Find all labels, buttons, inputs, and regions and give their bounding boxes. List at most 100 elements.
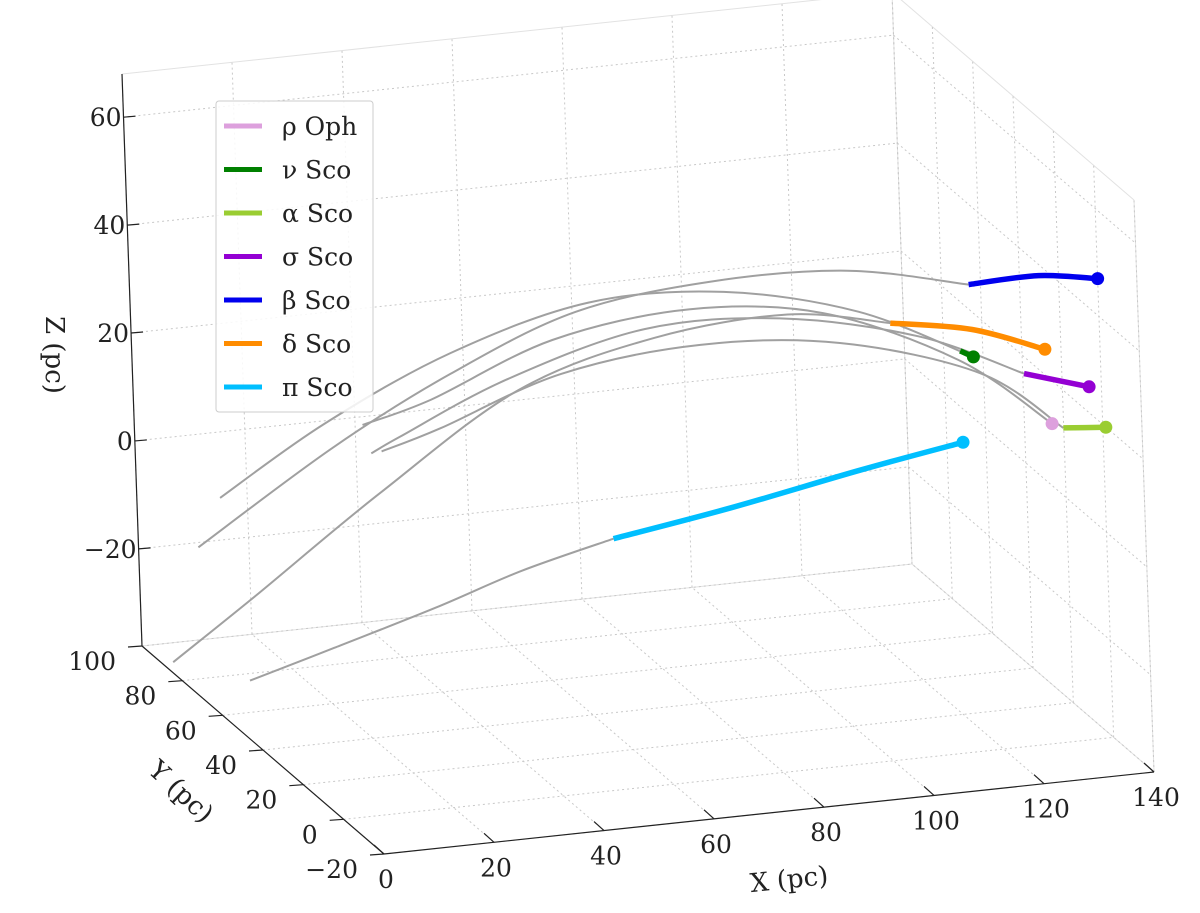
grid-line-z-back (134, 358, 905, 442)
y-tick-mark (127, 645, 143, 648)
x-tick-label: 140 (1132, 783, 1180, 812)
trajectory-track (197, 269, 969, 549)
legend-label: α Sco (282, 199, 353, 228)
z-axis-label: Z (pc) (39, 316, 69, 394)
y-tick-mark (329, 818, 344, 821)
y-tick-label: −20 (305, 855, 358, 884)
grid-line-y-side (891, 0, 913, 565)
grid-line-y-floor (343, 736, 1114, 820)
x-axis-label: X (pc) (749, 861, 830, 899)
tick-labels: 0 20 40 60 80 100 120 140 −20 0 20 40 60 80 100 −20 0 20 4… (68, 103, 1180, 894)
grid-line-z-back (127, 142, 898, 226)
current-position-marker (966, 350, 980, 364)
x-tick-label: 80 (810, 818, 842, 847)
x-tick-mark (923, 785, 935, 796)
trajectory-track (362, 305, 1053, 426)
x-tick-mark (593, 821, 605, 832)
grid-line-x-floor (581, 598, 825, 808)
legend-label: δ Sco (282, 330, 351, 359)
current-position-marker (1091, 272, 1105, 286)
trajectory-track (219, 290, 974, 499)
grid-line-y-side (1052, 130, 1074, 703)
x-tick-mark (703, 809, 715, 820)
y-tick-label: 60 (165, 716, 197, 745)
z-tick-label: 0 (117, 427, 133, 456)
grid-line-y-side (972, 61, 994, 634)
y-tick-mark (369, 853, 385, 856)
series-highlight (612, 439, 964, 542)
x-tick-label: 60 (700, 830, 732, 859)
grid-line-y-side (1093, 165, 1115, 738)
axis-lines (121, 73, 1155, 856)
trajectory-track (249, 537, 614, 682)
grid-line-y-side (1012, 95, 1034, 669)
z-tick-mark (134, 439, 147, 442)
pane-edge (121, 0, 822, 75)
grid-line-y-floor (303, 702, 1074, 786)
grid-line-y-floor (222, 632, 993, 716)
legend-label: ν Sco (282, 156, 351, 185)
y-tick-label: 100 (68, 647, 116, 676)
z-tick-label: 60 (90, 103, 122, 132)
current-position-marker (1099, 420, 1113, 434)
grid-line-x-back (781, 3, 803, 576)
y-tick-label: 80 (125, 682, 157, 711)
grid-line-x-floor (691, 587, 935, 796)
x-tick-mark (1033, 774, 1045, 785)
grid-line-x-floor (801, 575, 1045, 785)
grid-line-x-back (671, 15, 693, 588)
x-tick-label: 40 (590, 842, 622, 871)
z-tick-label: 40 (93, 211, 125, 240)
series-highlight (968, 272, 1098, 288)
grid-line-z-back (123, 34, 894, 118)
y-tick-mark (208, 714, 223, 717)
x-tick-mark (483, 832, 495, 843)
trajectory-track (381, 339, 1064, 453)
grid-line-y-floor (262, 667, 1034, 751)
series-highlight (890, 320, 1046, 352)
x-tick-label: 0 (378, 865, 394, 894)
legend-label: π Sco (282, 373, 353, 402)
x-tick-mark (1143, 762, 1155, 773)
y-tick-mark (168, 680, 183, 683)
x-tick-label: 120 (1022, 795, 1070, 824)
y-tick-label: 40 (205, 751, 237, 780)
x-tick-label: 100 (912, 806, 960, 835)
z-axis-line (121, 73, 143, 647)
y-tick-label: 20 (246, 786, 278, 815)
legend-label: σ Sco (282, 243, 353, 272)
grid-line-z-back (138, 466, 909, 550)
pane-edge (900, 0, 1135, 201)
current-position-marker (956, 435, 970, 449)
x-tick-mark (373, 844, 385, 855)
legend: ρ Oph ν Sco α Sco σ Sco β Sco δ Sco π Sco (215, 100, 374, 413)
current-position-markers (956, 272, 1113, 449)
grid-line-y-floor (182, 598, 953, 682)
x-axis-line (383, 771, 1155, 855)
trajectory-track (172, 313, 891, 663)
z-tick-mark (127, 223, 140, 226)
grid-line-z-side (893, 34, 1136, 244)
legend-label: ρ Oph (282, 112, 357, 141)
y-tick-label: 0 (302, 820, 318, 849)
z-tick-label: −20 (84, 535, 137, 564)
trajectory-tracks (172, 269, 1064, 682)
grid-line-y-floor (141, 563, 913, 647)
legend-label: β Sco (282, 286, 351, 315)
y-tick-mark (248, 749, 264, 752)
z-tick-mark (138, 547, 151, 550)
z-tick-mark (131, 331, 144, 334)
grid-line-y-side (1133, 199, 1155, 773)
current-position-marker (1038, 342, 1052, 356)
legend-frame (215, 100, 374, 413)
grid-line-z-side (896, 142, 1140, 352)
z-tick-mark (123, 115, 136, 118)
pane-edge (891, 0, 913, 565)
trajectory-track (370, 317, 1025, 455)
grid-line-x-back (451, 38, 473, 611)
x-tick-mark (813, 797, 825, 808)
x-tick-label: 20 (480, 853, 512, 882)
series-highlights (612, 272, 1106, 542)
grid-line-z-back (131, 250, 902, 334)
